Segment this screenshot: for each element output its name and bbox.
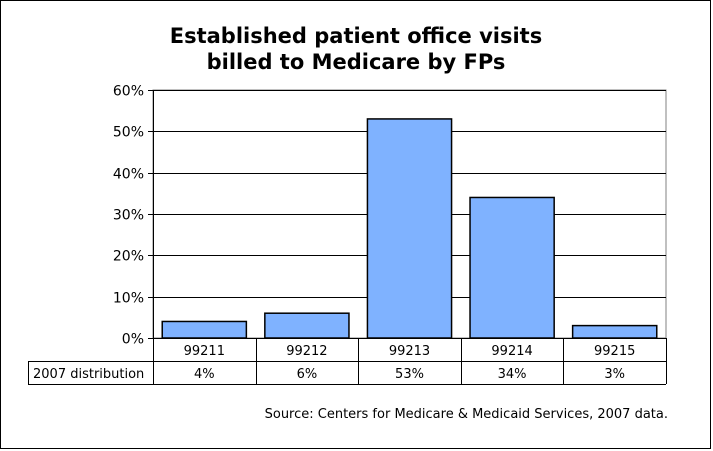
bar-99211 [161,320,248,339]
category-label: 99211 [184,344,225,359]
bar-99214 [469,196,555,339]
table-cell: 3% [604,367,625,382]
y-tick-label: 40% [113,167,144,183]
category-label: 99213 [389,344,430,359]
category-label: 99215 [594,344,635,359]
table-cell: 6% [297,367,318,382]
category-label: 99212 [286,344,327,359]
bar-99215 [571,324,658,339]
y-tick-label: 60% [113,84,144,100]
y-tick-label: 20% [113,249,144,265]
chart-title-line-2: billed to Medicare by FPs [207,50,506,74]
table-row-label: 2007 distribution [33,367,144,382]
y-tick-label: 10% [113,291,144,307]
bar-99213 [366,118,453,339]
source-note: Source: Centers for Medicare & Medicaid … [265,407,668,422]
y-tick-label: 50% [113,125,144,141]
table-cell: 4% [194,367,215,382]
bar-99212 [264,312,350,339]
y-tick-label: 0% [122,332,144,348]
table-cell: 53% [395,367,424,382]
table-cell: 34% [498,367,527,382]
y-tick-label: 30% [113,208,144,224]
chart-title-line-1: Established patient office visits [170,24,542,48]
y-axis-ticks: 0% 10% 20% 30% 40% 50% 60% [113,84,154,348]
category-label: 99214 [491,344,532,359]
bars [161,118,658,339]
data-table: 99211 99212 99213 99214 99215 2007 distributi… [28,338,667,385]
